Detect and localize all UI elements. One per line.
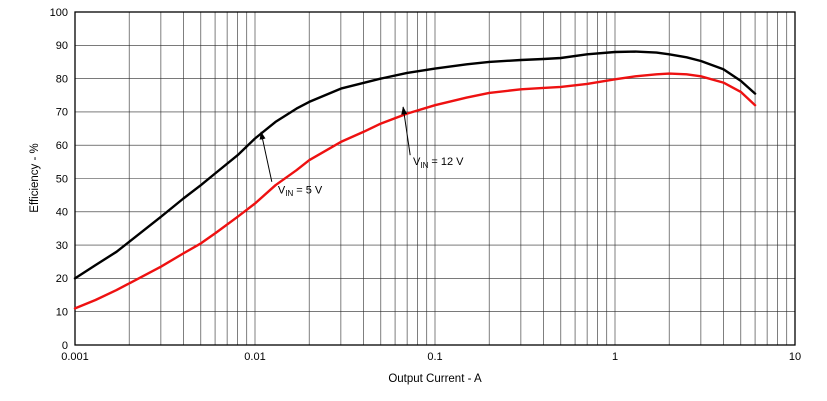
annotation-arrow xyxy=(401,106,411,156)
y-tick-label: 60 xyxy=(56,140,68,152)
x-tick-label: 1 xyxy=(612,351,618,363)
x-tick-label: 10 xyxy=(789,351,801,363)
annotation-arrow xyxy=(259,131,273,182)
y-tick-label: 100 xyxy=(50,7,68,19)
y-tick-label: 80 xyxy=(56,73,68,85)
y-tick-label: 10 xyxy=(56,307,68,319)
series-curve-1 xyxy=(73,72,757,310)
y-tick-label: 0 xyxy=(62,340,68,352)
x-tick-label: 0.1 xyxy=(427,351,442,363)
x-axis-title: Output Current - A xyxy=(388,373,482,385)
series-curve-0 xyxy=(73,50,757,280)
y-tick-label: 40 xyxy=(56,207,68,219)
y-tick-label: 90 xyxy=(56,40,68,52)
curve-annotation: VIN = 12 V xyxy=(413,156,464,170)
plot-border xyxy=(74,11,796,346)
y-tick-label: 20 xyxy=(56,273,68,285)
curve-annotation: VIN = 5 V xyxy=(278,184,323,198)
annotation-subscript: IN xyxy=(420,161,428,170)
y-tick-label: 50 xyxy=(56,173,68,185)
y-tick-label: 30 xyxy=(56,240,68,252)
plot-area: 0.001 0.01 0.1 1 100102030405060708090100VIN… xyxy=(50,7,801,363)
annotation-text: = 5 V xyxy=(293,184,323,196)
annotation-subscript: IN xyxy=(285,189,293,198)
annotation-text: = 12 V xyxy=(428,156,464,168)
x-tick-label: 0.01 xyxy=(244,351,265,363)
x-tick-label: 0.001 xyxy=(61,351,89,363)
y-tick-label: 70 xyxy=(56,107,68,119)
y-axis-title: Efficiency - % xyxy=(29,143,41,212)
